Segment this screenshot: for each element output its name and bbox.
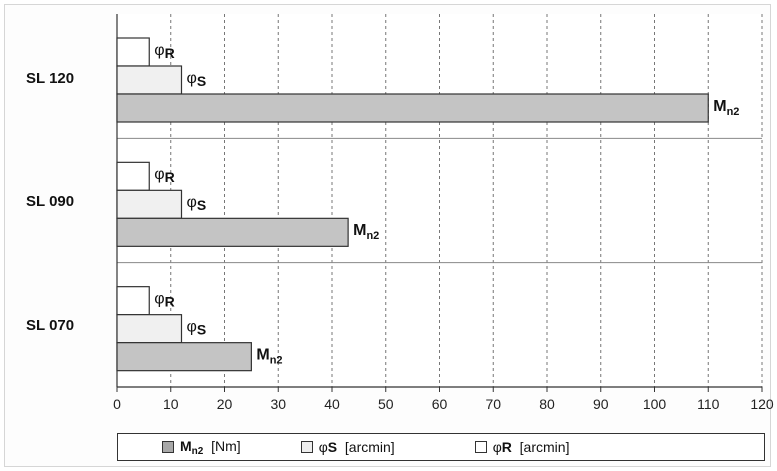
bar-label: φR bbox=[154, 42, 175, 61]
x-tick-label: 50 bbox=[378, 396, 394, 412]
x-tick-label: 70 bbox=[485, 396, 501, 412]
legend-label-phis: φS [arcmin] bbox=[318, 439, 395, 455]
bar-label: φR bbox=[154, 290, 175, 309]
legend: Mn2 [Nm] φS [arcmin] φR [arcmin] bbox=[117, 433, 765, 461]
category-label-sl090: SL 090 bbox=[26, 193, 75, 210]
x-tick-label: 120 bbox=[750, 396, 774, 412]
category-label-sl120: SL 120 bbox=[26, 70, 75, 87]
bar bbox=[116, 189, 183, 219]
x-tick-label: 10 bbox=[163, 396, 179, 412]
bar bbox=[116, 161, 150, 191]
bar bbox=[116, 93, 709, 123]
x-tick-label: 0 bbox=[113, 396, 121, 412]
legend-label-mn2: Mn2 [Nm] bbox=[180, 437, 241, 457]
bar bbox=[116, 314, 183, 344]
legend-item-phir: φR [arcmin] bbox=[474, 439, 570, 455]
legend-item-phis: φS [arcmin] bbox=[300, 439, 395, 455]
x-tick-label: 100 bbox=[643, 396, 667, 412]
bar bbox=[116, 286, 150, 316]
legend-swatch-phis bbox=[300, 441, 313, 453]
x-tick-label: 40 bbox=[324, 396, 340, 412]
legend-item-mn2: Mn2 [Nm] bbox=[162, 438, 241, 457]
bar-label: φS bbox=[187, 70, 207, 89]
x-tick-label: 80 bbox=[539, 396, 555, 412]
bar-label: Mn2 bbox=[353, 222, 379, 242]
x-tick-label: 110 bbox=[697, 396, 720, 412]
bar-label: Mn2 bbox=[256, 346, 282, 366]
bar-label: φS bbox=[187, 318, 207, 337]
bar bbox=[116, 342, 252, 372]
bar-label: φS bbox=[187, 194, 207, 213]
x-tick-label: 20 bbox=[217, 396, 233, 412]
bar-label: Mn2 bbox=[713, 98, 739, 118]
legend-swatch-mn2 bbox=[162, 441, 174, 453]
legend-label-phir: φR [arcmin] bbox=[492, 439, 570, 455]
bar-label: φR bbox=[154, 166, 175, 185]
legend-swatch-phir bbox=[474, 441, 487, 453]
category-label-sl070: SL 070 bbox=[26, 317, 75, 334]
x-tick-label: 60 bbox=[432, 396, 448, 412]
bar bbox=[116, 37, 150, 67]
bar bbox=[116, 217, 349, 247]
bar bbox=[116, 65, 183, 95]
x-tick-label: 90 bbox=[593, 396, 609, 412]
x-tick-label: 30 bbox=[270, 396, 286, 412]
